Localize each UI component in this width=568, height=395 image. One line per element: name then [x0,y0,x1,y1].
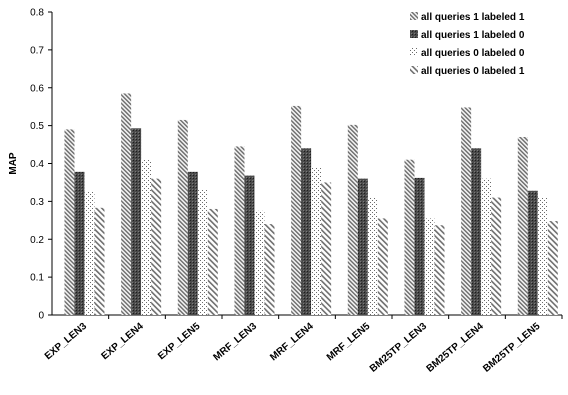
legend-label-1: all queries 1 labeled 1 [421,12,525,23]
legend-swatch-3 [410,48,418,56]
category-label: EXP_LEN4 [99,321,146,363]
bar-bm25tp_len5-series-1 [517,136,528,315]
bar-exp_len4-series-2 [131,128,142,315]
bar-bm25tp_len4-series-2 [471,148,482,315]
bar-mrf_len5-series-1 [347,124,358,316]
bar-exp_len3-series-3 [84,191,95,315]
bar-mrf_len5-series-3 [367,197,378,315]
bar-mrf_len3-series-2 [244,175,255,315]
y-tick-label: 0 [38,311,44,322]
y-tick-label: 0.5 [30,121,44,132]
bar-exp_len5-series-4 [207,208,218,315]
bar-mrf_len5-series-2 [357,178,368,315]
bars [64,93,558,316]
y-tick-label: 0.2 [30,235,44,246]
category-label: BM25TP_LEN3 [368,321,429,375]
y-tick-label: 0.7 [30,45,44,56]
category-labels: EXP_LEN3 EXP_LEN4 EXP_LEN5 MRF_LEN3 MRF_LEN4… [43,315,563,375]
bar-bm25tp_len4-series-1 [461,107,472,315]
category-label: MRF_LEN4 [268,321,316,364]
bar-exp_len3-series-1 [64,129,75,315]
bar-exp_len4-series-4 [151,178,162,315]
y-axis-ticks: 0 0.1 0.2 0.3 0.4 0.5 0.6 0.7 0.8 [30,8,52,322]
bar-mrf_len3-series-3 [254,210,265,315]
category-label: BM25TP_LEN4 [425,321,486,375]
bar-mrf_len3-series-4 [264,224,275,315]
bar-exp_len5-series-2 [187,171,198,315]
legend: all queries 1 labeled 1 all queries 1 lab… [410,12,525,77]
bar-mrf_len4-series-1 [291,105,302,316]
y-tick-label: 0.1 [30,273,44,284]
bar-bm25tp_len4-series-4 [491,197,502,315]
bar-mrf_len3-series-1 [234,146,245,315]
category-label: MRF_LEN3 [212,321,260,364]
bar-bm25tp_len3-series-3 [424,218,435,315]
y-axis-label: MAP [8,152,19,175]
bar-exp_len5-series-3 [197,190,208,315]
y-tick-label: 0.6 [30,83,44,94]
legend-swatch-1 [410,12,418,20]
category-label: EXP_LEN3 [43,321,90,363]
category-label: BM25TP_LEN5 [481,321,542,375]
y-tick-label: 0.4 [30,159,44,170]
bar-exp_len4-series-1 [121,93,132,316]
legend-label-3: all queries 0 labeled 0 [421,48,525,59]
bar-mrf_len4-series-4 [321,182,332,315]
bar-exp_len5-series-1 [177,119,188,315]
bar-exp_len3-series-4 [94,207,105,315]
legend-label-2: all queries 1 labeled 0 [421,30,525,41]
category-label: MRF_LEN5 [325,321,373,364]
bar-mrf_len4-series-2 [301,148,312,315]
legend-label-4: all queries 0 labeled 1 [421,66,525,77]
bar-exp_len3-series-2 [74,171,85,315]
legend-swatch-2 [410,30,418,38]
bar-bm25tp_len5-series-3 [537,197,548,315]
bar-bm25tp_len5-series-4 [547,221,558,315]
bar-bm25tp_len4-series-3 [481,178,492,315]
bar-exp_len4-series-3 [141,159,152,315]
bar-bm25tp_len3-series-2 [414,177,425,315]
bar-bm25tp_len3-series-4 [434,225,445,315]
bar-mrf_len4-series-3 [311,167,322,315]
bar-mrf_len5-series-4 [377,218,388,315]
y-tick-label: 0.8 [30,8,44,19]
bar-bm25tp_len5-series-2 [527,190,538,315]
category-label: EXP_LEN5 [156,321,203,363]
y-tick-label: 0.3 [30,197,44,208]
legend-swatch-4 [410,66,418,74]
bar-bm25tp_len3-series-1 [404,159,415,315]
